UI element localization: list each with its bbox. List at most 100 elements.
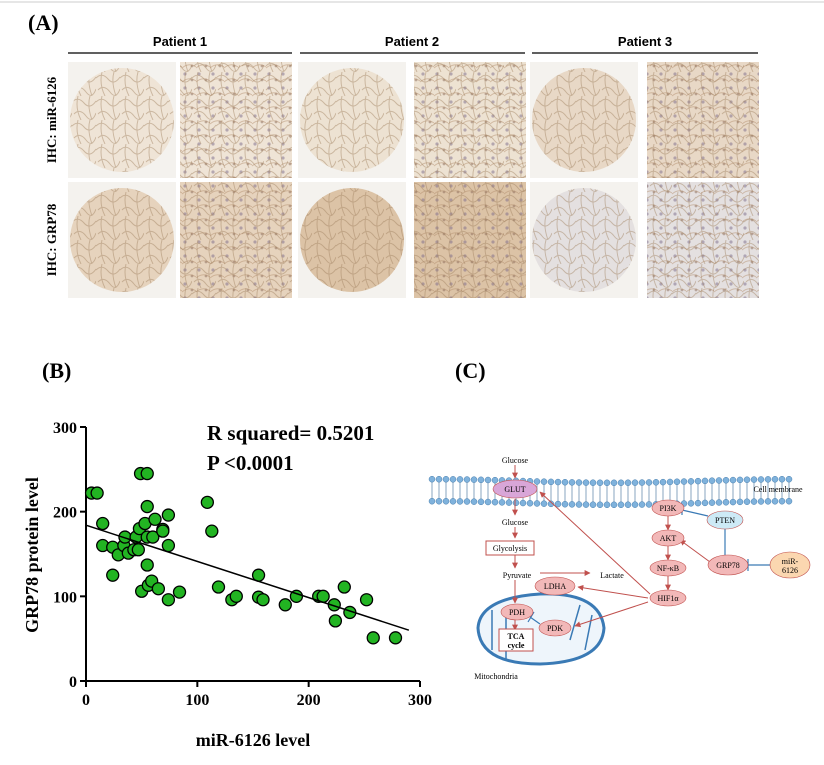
data-point xyxy=(146,530,160,544)
zoom-texture xyxy=(647,62,759,178)
pathway-arrows xyxy=(512,465,711,631)
panel-label: (B) xyxy=(42,358,71,383)
tissue-texture xyxy=(532,188,636,292)
node-label: Lactate xyxy=(600,571,624,580)
annotation: P <0.0001 xyxy=(207,451,294,475)
ihc-images xyxy=(68,62,759,298)
lipid-head xyxy=(456,476,464,483)
node-label: GRP78 xyxy=(716,561,740,570)
lipid-head xyxy=(722,477,730,484)
lipid-head xyxy=(694,477,702,485)
data-point xyxy=(148,512,162,526)
lipid-head xyxy=(764,498,772,505)
data-point xyxy=(388,631,403,645)
lipid-head xyxy=(428,475,436,483)
x-tick-label: 100 xyxy=(185,692,209,709)
lipid-head xyxy=(687,500,695,507)
y-axis-label: GRP78 protein level xyxy=(22,477,42,633)
lipid-head xyxy=(589,501,597,508)
x-tick-label: 0 xyxy=(82,692,90,709)
data-point xyxy=(156,524,170,538)
zoom-texture xyxy=(180,182,292,298)
lipid-head xyxy=(582,479,590,486)
node-oval xyxy=(534,576,576,596)
node-label: PDH xyxy=(509,608,525,617)
data-point xyxy=(140,558,154,572)
data-point xyxy=(151,582,166,596)
lipid-head xyxy=(659,478,667,486)
lipid-head xyxy=(722,499,730,506)
lipid-head xyxy=(673,478,681,486)
lipid-head xyxy=(638,501,646,508)
tissue-texture xyxy=(70,68,174,172)
data-point xyxy=(366,631,380,645)
lipid-head xyxy=(554,478,562,486)
lipid-head xyxy=(596,501,604,509)
lipid-head xyxy=(442,498,450,505)
lipid-head xyxy=(533,478,541,485)
node-label: LDHA xyxy=(544,582,566,591)
lipid-head xyxy=(589,479,597,486)
node-label: Glucose xyxy=(502,456,529,465)
lipid-head xyxy=(442,476,450,483)
data-point xyxy=(140,466,154,481)
lipid-head xyxy=(757,476,765,483)
lipid-head xyxy=(484,476,492,484)
lipid-head xyxy=(785,497,793,505)
lipid-head xyxy=(757,498,765,505)
lipid-head xyxy=(715,477,723,484)
data-point xyxy=(96,516,110,531)
data-point xyxy=(200,495,215,510)
lipid-head xyxy=(694,499,702,507)
node-label: Mitochondria xyxy=(474,672,518,681)
node-oval xyxy=(492,479,538,499)
node-oval xyxy=(706,510,744,530)
node-oval xyxy=(649,589,687,607)
lipid-head xyxy=(470,498,478,505)
lipid-head xyxy=(771,498,779,505)
lipid-head xyxy=(624,501,632,508)
node-label: HIF1α xyxy=(657,594,679,603)
x-tick-label: 300 xyxy=(408,692,432,709)
lipid-head xyxy=(498,499,506,506)
data-point xyxy=(131,543,145,557)
lipid-head xyxy=(596,479,604,487)
node-label: PTEN xyxy=(715,516,735,525)
lipid-head xyxy=(687,478,695,485)
lipid-head xyxy=(778,475,786,483)
node-oval xyxy=(500,603,534,621)
node-oval xyxy=(651,529,685,547)
lipid-head xyxy=(631,501,639,508)
lipid-head xyxy=(610,479,618,487)
lipid-head xyxy=(771,476,779,483)
row-label: IHC: miR-6126 xyxy=(44,76,59,163)
lipid-head xyxy=(729,498,737,506)
node-label: NF-κB xyxy=(657,564,679,573)
lipid-head xyxy=(736,476,744,484)
lipid-head xyxy=(603,479,611,487)
x-axis-label: miR-6126 level xyxy=(196,730,310,750)
data-point xyxy=(256,593,270,607)
node-label: PDK xyxy=(547,624,563,633)
lipid-head xyxy=(631,479,639,486)
pathway-nodes: Glucose GLUT Cell membrane Glucose Glycolysi… xyxy=(474,456,811,681)
panel-label: (A) xyxy=(28,10,59,35)
lipid-head xyxy=(456,498,464,505)
y-tick-label: 0 xyxy=(69,674,77,691)
lipid-head xyxy=(540,478,548,485)
lipid-head xyxy=(568,501,576,508)
node-label: miR-6126 xyxy=(782,557,799,575)
y-tick-label: 100 xyxy=(53,589,77,606)
lipid-head xyxy=(491,498,499,506)
lipid-head xyxy=(582,501,590,508)
lipid-head xyxy=(463,476,471,483)
lipid-head xyxy=(554,500,562,508)
lipid-head xyxy=(491,476,499,484)
zoom-texture xyxy=(647,182,759,298)
lipid-head xyxy=(645,479,653,486)
data-point xyxy=(337,580,351,594)
lipid-head xyxy=(701,499,709,507)
lipid-head xyxy=(547,478,555,486)
patient-header: Patient 2 xyxy=(385,34,439,49)
lipid-head xyxy=(764,476,772,483)
